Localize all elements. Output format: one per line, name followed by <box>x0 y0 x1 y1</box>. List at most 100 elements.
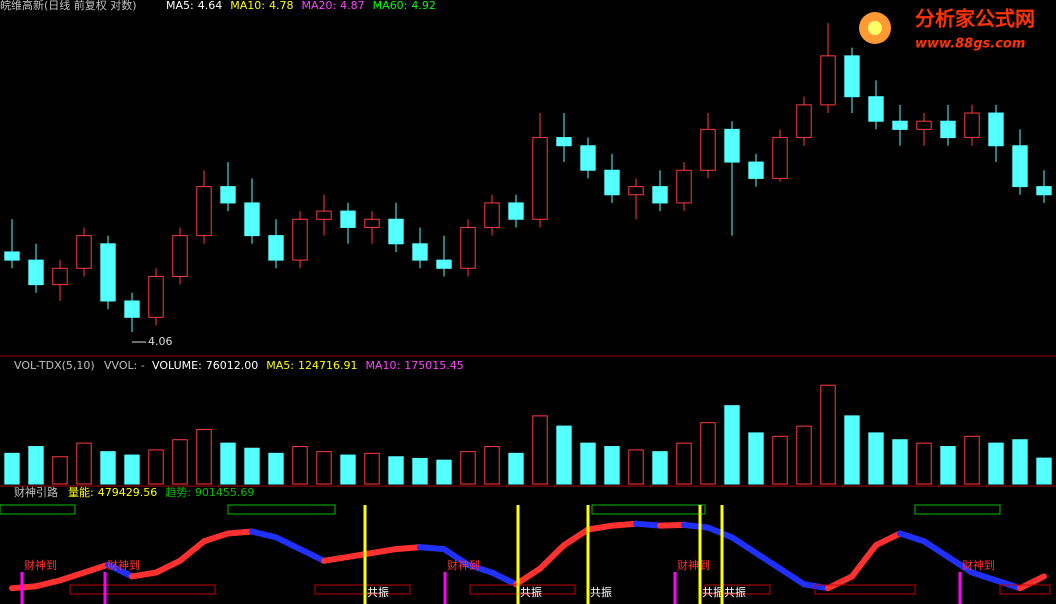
volume-bar <box>268 452 284 485</box>
signal-label: 财神到 <box>677 558 710 572</box>
candle-body <box>460 226 476 269</box>
candle-body <box>484 202 500 228</box>
strip <box>69 584 216 595</box>
trend-segment <box>945 553 975 576</box>
signal-label: 财神到 <box>447 558 480 572</box>
legend-name: MA5: <box>166 0 194 12</box>
candle-body <box>340 210 356 228</box>
candle-body <box>796 104 812 139</box>
trend-segment <box>105 561 135 580</box>
volume-bar <box>940 446 956 485</box>
trend-segment <box>849 542 879 580</box>
volume-bar <box>772 435 788 485</box>
logo-name: 分析家公式网 <box>915 7 1035 31</box>
candle-body <box>292 218 308 261</box>
trend-segment <box>201 530 231 545</box>
candle-body <box>388 218 404 245</box>
volume-bar <box>292 446 308 485</box>
strip <box>469 584 576 595</box>
volume-bar <box>316 451 332 485</box>
signal-label: 共振 <box>702 585 724 599</box>
volume-bar <box>484 446 500 485</box>
trend-segment <box>57 569 87 584</box>
legend-name: MA10: <box>230 0 265 12</box>
legend-value: 175015.45 <box>404 359 464 372</box>
trend-segment <box>9 583 39 592</box>
trend-segment <box>393 544 423 553</box>
candle-body <box>820 55 836 106</box>
legend-value: 479429.56 <box>98 486 158 499</box>
strip <box>704 584 771 595</box>
trend-segment <box>273 534 303 553</box>
strip <box>914 504 1001 515</box>
volume-bar <box>364 452 380 485</box>
candle-body <box>412 243 428 261</box>
candle-body <box>436 259 452 269</box>
trend-segment <box>705 524 735 541</box>
trend-segment <box>345 550 375 560</box>
trend-segment <box>225 528 255 537</box>
trend-segment <box>129 569 159 580</box>
candle-body <box>28 259 44 286</box>
legend-value: 4.78 <box>269 0 294 12</box>
trend-segment <box>513 565 543 588</box>
candle-body <box>1012 145 1028 188</box>
logo-url: www.88gs.com <box>915 37 1025 52</box>
candle-body <box>148 275 164 318</box>
volume-bar <box>916 442 932 485</box>
trend-segment <box>633 520 663 529</box>
signal-title: 财神引路 <box>14 485 58 499</box>
trend-segment <box>489 569 519 588</box>
signal-label: 财神到 <box>962 558 995 572</box>
legend-value: 4.87 <box>340 0 365 12</box>
volume-bar <box>340 454 356 485</box>
candle-body <box>100 243 116 302</box>
volume-bar <box>28 446 44 485</box>
trend-segment <box>969 569 999 584</box>
candle-body <box>508 202 524 220</box>
candle-body <box>52 267 68 286</box>
candle-body <box>676 169 692 204</box>
trend-segment <box>777 565 807 588</box>
candle-body <box>220 186 236 204</box>
candle-body <box>988 112 1004 147</box>
volume-bar <box>964 435 980 485</box>
trend-segment <box>921 538 951 560</box>
trend-segment <box>369 546 399 556</box>
signal-label: 共振 <box>367 585 389 599</box>
volume-bar <box>844 415 860 485</box>
signal-label: 财神到 <box>24 558 57 572</box>
trend-segment <box>297 546 327 564</box>
candle-body <box>724 128 740 163</box>
candle-body <box>244 202 260 237</box>
volume-bar <box>556 425 572 485</box>
volume-bar <box>652 451 668 485</box>
trend-segment <box>465 561 495 576</box>
legend-value: 901455.69 <box>195 486 255 499</box>
candle-body <box>628 186 644 196</box>
trend-segment <box>1017 573 1047 592</box>
legend-name: MA60: <box>373 0 408 12</box>
candle-body <box>1036 186 1052 196</box>
volume-bar <box>100 451 116 485</box>
volume-title: VOL-TDX(5,10) <box>14 359 95 372</box>
volume-bar <box>220 442 236 485</box>
volume-bar <box>4 452 20 485</box>
volume-bar <box>988 442 1004 485</box>
volume-bar <box>580 442 596 485</box>
candle-body <box>772 137 788 179</box>
volume-bar <box>388 456 404 485</box>
legend-name: MA5: <box>266 359 294 372</box>
trend-segment <box>993 577 1023 592</box>
volume-bar <box>1036 457 1052 485</box>
legend-value: 76012.00 <box>206 359 259 372</box>
volume-bar <box>124 454 140 485</box>
candle-body <box>940 120 956 139</box>
strip <box>0 504 76 515</box>
volume-bar <box>412 457 428 485</box>
trend-segment <box>897 530 927 545</box>
volume-bar <box>796 425 812 485</box>
candle-body <box>124 300 140 318</box>
volume-bar <box>76 442 92 485</box>
